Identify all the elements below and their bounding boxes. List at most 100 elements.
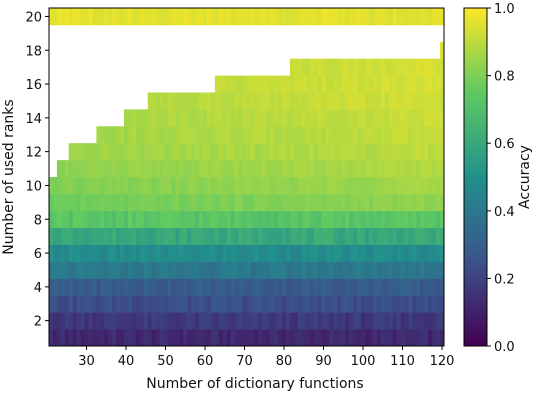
heatmap-cell [151,278,157,296]
heatmap-cell [250,295,255,313]
heatmap-cell [49,177,54,195]
heatmap-cell [155,109,160,127]
heatmap-cell [222,75,228,93]
heatmap-cell [167,210,172,229]
heatmap-cell [396,193,401,212]
heatmap-cell [116,244,121,262]
heatmap-cell [297,126,303,144]
heatmap-cell [108,329,113,347]
heatmap-cell [388,160,394,178]
heatmap-cell [262,92,267,110]
heatmap-cell [222,278,228,296]
heatmap-cell [155,92,160,110]
heatmap-cell [270,312,275,330]
heatmap-cell [159,210,164,229]
heatmap-cell [432,58,437,76]
heatmap-cell [100,261,105,279]
heatmap-cell [436,92,441,110]
heatmap-cell [60,227,66,245]
heatmap-cell [436,278,441,296]
heatmap-cell [313,329,318,347]
heatmap-cell [297,143,303,161]
heatmap-cell [199,278,204,296]
heatmap-cell [112,160,117,178]
heatmap-cell [207,92,212,110]
heatmap-cell [131,160,137,178]
heatmap-cell [412,143,417,161]
heatmap-cell [317,278,322,296]
heatmap-cell [139,109,145,127]
heatmap-cell [361,329,366,347]
heatmap-cell [368,227,374,245]
heatmap-cell [222,244,228,262]
heatmap-cell [337,278,342,296]
heatmap-cell [80,227,85,245]
heatmap-cell [368,210,374,229]
heatmap-cell [151,295,157,313]
heatmap-cell [116,312,121,330]
heatmap-cell [84,227,89,245]
heatmap-cell [139,329,145,347]
heatmap-cell [424,75,429,93]
heatmap-cell [440,244,445,262]
heatmap-cell [361,278,366,296]
heatmap-cell [317,261,322,279]
heatmap-cell [353,312,358,330]
x-tick-label: 80 [276,354,293,369]
heatmap-cell [305,329,311,347]
heatmap-cell [274,160,279,178]
heatmap-cell [147,329,153,347]
y-tick-label: 16 [25,78,42,93]
heatmap-cell [131,312,137,330]
heatmap-cell [175,92,180,110]
heatmap-cell [278,177,283,195]
heatmap-cell [270,92,275,110]
heatmap-cell [416,312,421,330]
heatmap-cell [108,261,113,279]
heatmap-cell [333,8,338,26]
heatmap-cell [218,8,224,26]
heatmap-cell [293,278,299,296]
heatmap-cell [108,193,113,212]
heatmap-cell [128,109,133,127]
heatmap-cell [203,312,208,330]
heatmap-cell [92,329,97,347]
heatmap-cell [321,109,326,127]
heatmap-cell [84,261,89,279]
heatmap-cell [278,244,283,262]
heatmap-cell [171,329,176,347]
heatmap-cell [242,244,247,262]
heatmap-cell [147,193,153,212]
heatmap-cell [266,177,271,195]
heatmap-cell [187,8,192,26]
heatmap-cell [376,126,382,144]
heatmap-cell [416,160,421,178]
heatmap-cell [282,92,287,110]
heatmap-cell [357,177,362,195]
heatmap-cell [135,193,141,212]
heatmap-cell [353,329,358,347]
heatmap-cell [238,8,243,26]
heatmap-cell [341,126,346,144]
heatmap-cell [191,177,196,195]
heatmap-cell [384,58,390,76]
heatmap-cell [384,227,390,245]
heatmap-cell [76,210,81,229]
heatmap-cell [404,227,409,245]
heatmap-cell [112,210,117,229]
heatmap-cell [147,261,153,279]
heatmap-cell [80,295,85,313]
heatmap-cell [191,193,196,212]
heatmap-cell [68,312,74,330]
y-tick-label: 2 [34,315,42,330]
heatmap-cell [420,75,425,93]
heatmap-cell [214,312,220,330]
heatmap-cell [309,143,315,161]
heatmap-cell [203,126,208,144]
heatmap-cell [412,160,417,178]
heatmap-cell [317,75,322,93]
heatmap-cell [357,244,362,262]
heatmap-cell [214,227,220,245]
heatmap-cell [52,193,58,212]
heatmap-cell [60,244,66,262]
